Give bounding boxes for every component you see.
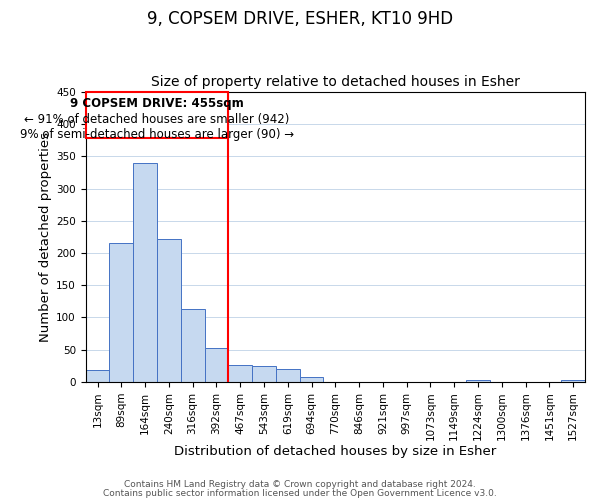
Bar — [109, 244, 133, 382]
Bar — [86, 92, 229, 138]
Text: 9% of semi-detached houses are larger (90) →: 9% of semi-detached houses are larger (9… — [20, 128, 294, 141]
Text: 9, COPSEM DRIVE, ESHER, KT10 9HD: 9, COPSEM DRIVE, ESHER, KT10 9HD — [147, 10, 453, 28]
Bar — [466, 380, 490, 382]
Text: Contains HM Land Registry data © Crown copyright and database right 2024.: Contains HM Land Registry data © Crown c… — [124, 480, 476, 489]
Bar — [229, 365, 252, 382]
Bar — [133, 163, 157, 382]
Text: Contains public sector information licensed under the Open Government Licence v3: Contains public sector information licen… — [103, 489, 497, 498]
Bar — [299, 378, 323, 382]
Bar — [205, 348, 229, 382]
Bar — [181, 309, 205, 382]
X-axis label: Distribution of detached houses by size in Esher: Distribution of detached houses by size … — [174, 444, 496, 458]
Y-axis label: Number of detached properties: Number of detached properties — [39, 132, 52, 342]
Text: 9 COPSEM DRIVE: 455sqm: 9 COPSEM DRIVE: 455sqm — [70, 97, 244, 110]
Title: Size of property relative to detached houses in Esher: Size of property relative to detached ho… — [151, 76, 520, 90]
Bar — [561, 380, 585, 382]
Bar — [252, 366, 276, 382]
Bar — [86, 370, 109, 382]
Text: ← 91% of detached houses are smaller (942): ← 91% of detached houses are smaller (94… — [24, 112, 290, 126]
Bar — [157, 239, 181, 382]
Bar — [276, 369, 299, 382]
